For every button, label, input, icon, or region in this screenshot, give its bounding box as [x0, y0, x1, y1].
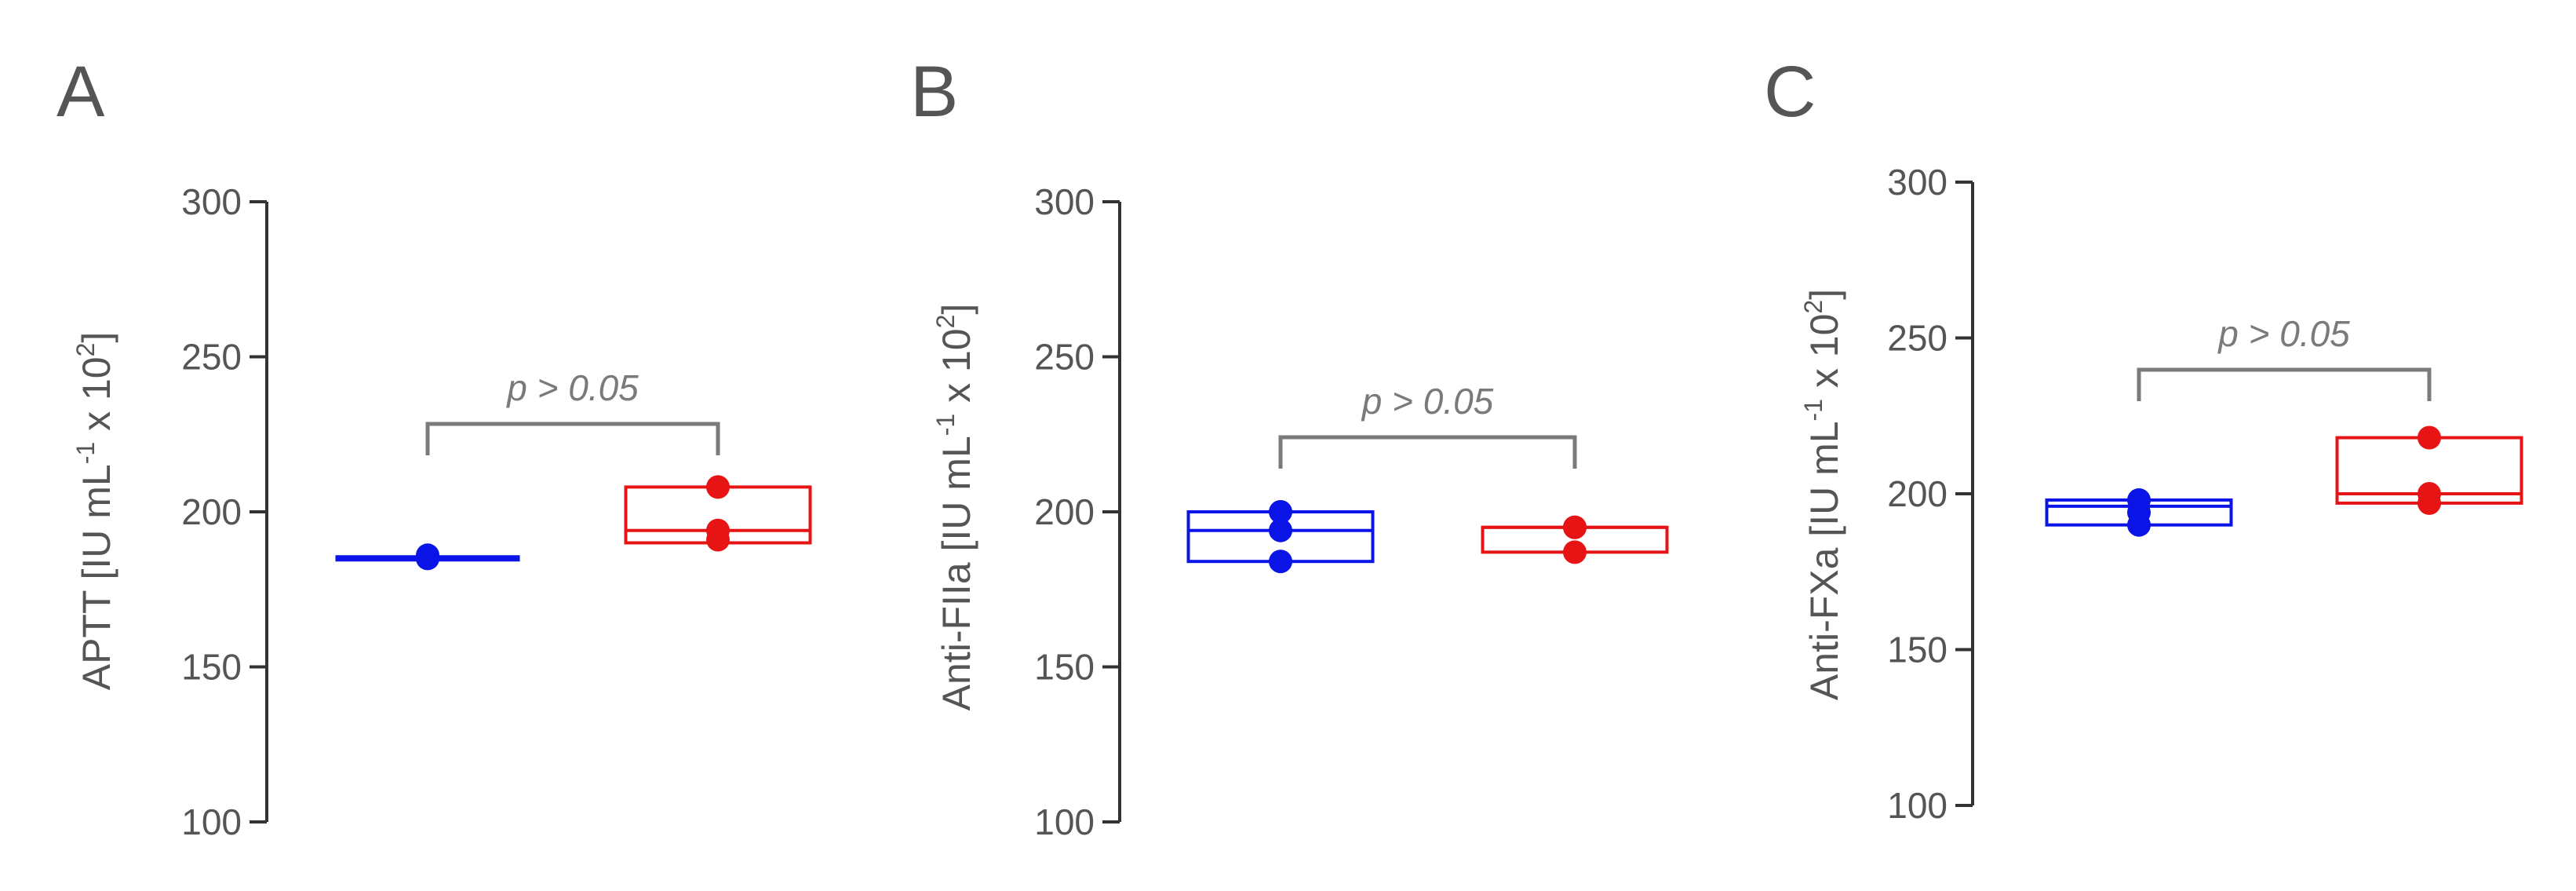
data-point	[1563, 540, 1587, 564]
data-point	[2418, 425, 2441, 450]
data-point	[706, 475, 730, 499]
y-tick-label: 200	[1034, 491, 1095, 532]
panel-letter-a: A	[56, 52, 105, 132]
data-point	[1269, 500, 1292, 524]
data-point	[1563, 515, 1587, 539]
panel-letter-c: C	[1764, 52, 1816, 132]
plot-area-b: 100 150 200 250 300 p > 0.05	[1034, 181, 1669, 842]
panel-c: C Anti-FXa [IU mL-1 x 102] 100 150 200 250 3…	[1764, 52, 2523, 826]
significance-bracket	[1278, 435, 1577, 469]
y-tick-label: 200	[181, 491, 242, 532]
y-axis-title-c: Anti-FXa [IU mL-1 x 102]	[1799, 289, 1846, 700]
panel-b: B Anti-FIIa [IU mL-1 x 102] 100 150 200 250…	[910, 52, 1669, 842]
y-tick-label: 250	[181, 337, 242, 378]
y-tick-label: 150	[1034, 647, 1095, 688]
y-tick-label: 200	[1887, 473, 1947, 514]
significance-bracket	[2137, 367, 2432, 401]
data-point	[2418, 491, 2441, 515]
panel-a: A APTT [IU mL-1 x 102] 100 150 200 250 300 p …	[56, 52, 812, 842]
y-tick-label: 100	[1887, 785, 1947, 826]
y-tick-label: 250	[1887, 318, 1947, 359]
y-axis-title-b: Anti-FIIa [IU mL-1 x 102]	[931, 304, 978, 711]
y-tick-label: 300	[1887, 162, 1947, 203]
significance-label: p > 0.05	[2217, 313, 2350, 354]
y-tick-label: 300	[181, 181, 242, 222]
y-tick-label: 250	[1034, 337, 1095, 378]
y-tick-label: 100	[1034, 802, 1095, 842]
data-point	[706, 528, 730, 552]
y-tick-label: 100	[181, 802, 242, 842]
significance-bracket	[425, 422, 720, 455]
plot-area-c: 100 150 200 250 300 p > 0.05	[1887, 162, 2523, 826]
data-point	[1269, 550, 1292, 574]
panel-letter-b: B	[910, 52, 958, 132]
y-tick-label: 150	[1887, 630, 1947, 670]
data-point	[1269, 518, 1292, 542]
plot-area-a: 100 150 200 250 300 p > 0.05	[181, 181, 812, 842]
significance-label: p > 0.05	[505, 367, 639, 408]
y-tick-label: 150	[181, 647, 242, 688]
y-axis-title-a: APTT [IU mL-1 x 102]	[71, 332, 118, 691]
data-point	[416, 546, 439, 571]
significance-label: p > 0.05	[1361, 381, 1494, 422]
y-tick-label: 300	[1034, 181, 1095, 222]
data-point	[2127, 513, 2151, 537]
